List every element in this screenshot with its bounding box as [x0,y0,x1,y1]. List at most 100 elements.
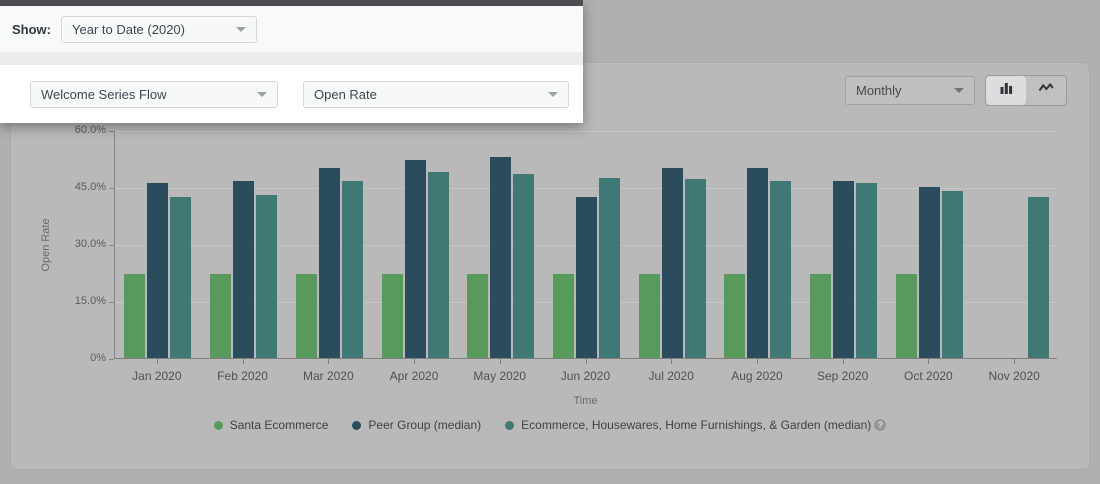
bar [575,196,597,358]
bar [810,274,832,358]
gridline [115,131,1057,132]
bar [724,274,746,358]
x-tick-label: May 2020 [473,369,527,383]
x-tick-mark [1014,359,1016,364]
bar [318,168,340,358]
bar-group [286,131,372,358]
bar-chart-icon [998,80,1014,101]
metric-dropdown-value: Open Rate [314,86,377,102]
y-tick-mark [109,302,114,303]
bar-group [715,131,801,358]
bar [513,173,535,358]
spotlight-panel: Show: Year to Date (2020) Welcome Series… [0,0,583,123]
legend-dot-icon [352,420,362,430]
interval-dropdown-value: Monthly [856,83,902,98]
legend-item: Peer Group (median) [352,418,481,432]
bar [427,171,449,358]
x-tick-label: Mar 2020 [302,369,354,383]
bar [833,181,855,358]
x-tick-label: Oct 2020 [904,369,953,383]
show-dropdown[interactable]: Year to Date (2020) [61,15,257,43]
chart-type-toggle [985,75,1067,106]
bar-group [887,131,973,358]
bar [684,179,706,358]
legend-label: Peer Group (median) [368,418,482,432]
bar [381,274,403,358]
bar [856,183,878,358]
bar [170,196,192,358]
y-tick-label: 15.0% [74,295,106,307]
chevron-down-icon [236,26,246,32]
y-tick-label: 60.0% [74,124,106,136]
x-tick-label: Feb 2020 [217,369,268,383]
interval-dropdown[interactable]: Monthly [845,76,975,105]
bar-group [801,131,887,358]
bar [490,156,512,358]
metric-dropdown[interactable]: Open Rate [303,80,569,108]
bar [770,181,792,358]
chart-legend: Santa Ecommerce Peer Group (median) Ecomme… [11,418,1089,432]
x-tick-label: Sep 2020 [816,369,869,383]
line-chart-toggle-button[interactable] [1026,76,1066,105]
x-tick-mark [756,359,758,364]
legend-label: Santa Ecommerce [229,418,329,432]
bar [747,168,769,358]
x-tick-mark [242,359,244,364]
x-tick-mark [499,359,501,364]
plot-area [114,131,1057,359]
bar-group [201,131,287,358]
legend-item: Ecommerce, Housewares, Home Furnishings,… [505,418,887,432]
bar [552,274,574,358]
legend-dot-icon [505,420,515,430]
gridline [115,188,1057,189]
help-icon[interactable]: ? [874,419,887,431]
chevron-down-icon [548,91,558,97]
y-tick-mark [109,188,114,189]
bar-group [544,131,630,358]
bar-chart-toggle-button[interactable] [986,76,1026,105]
filters-row: Welcome Series Flow Open Rate [0,65,583,123]
chart-toolbar: Monthly [845,75,1067,106]
chevron-down-icon [257,91,267,97]
y-tick-label: 45.0% [74,181,106,193]
x-tick-mark [671,359,673,364]
flow-dropdown-value: Welcome Series Flow [41,86,167,102]
y-tick-mark [109,245,114,246]
bar [941,190,963,358]
x-tick-label: Jan 2020 [132,369,182,383]
bar-group [629,131,715,358]
bar [147,183,169,358]
bar [467,274,489,358]
bar [256,194,278,358]
x-tick-mark [156,359,158,364]
bar [661,168,683,358]
show-dropdown-value: Year to Date (2020) [72,21,185,37]
x-tick-mark [842,359,844,364]
bar [895,274,917,358]
bar [341,181,363,358]
bar [210,274,232,358]
bar-group [115,131,201,358]
x-tick-mark [928,359,930,364]
bar-group [372,131,458,358]
x-tick-mark [414,359,416,364]
bar-group [972,131,1058,358]
x-tick-label: Apr 2020 [389,369,439,383]
bar [638,274,660,358]
bar [295,274,317,358]
bar [918,187,940,358]
bar [233,181,255,358]
benchmarks-chart-card: Monthly [10,62,1090,470]
x-tick-mark [328,359,330,364]
y-tick-label: 30.0% [74,238,106,250]
x-tick-label: Aug 2020 [731,369,783,383]
spotlight-top-strip [0,0,583,6]
bar [598,177,620,358]
y-axis-title: Open Rate [40,218,52,272]
x-axis-title: Time [573,395,598,407]
chevron-down-icon [954,88,964,93]
spotlight-gap [0,52,583,65]
flow-dropdown[interactable]: Welcome Series Flow [30,80,278,108]
x-tick-label: Nov 2020 [988,369,1040,383]
legend-item: Santa Ecommerce [213,418,329,432]
